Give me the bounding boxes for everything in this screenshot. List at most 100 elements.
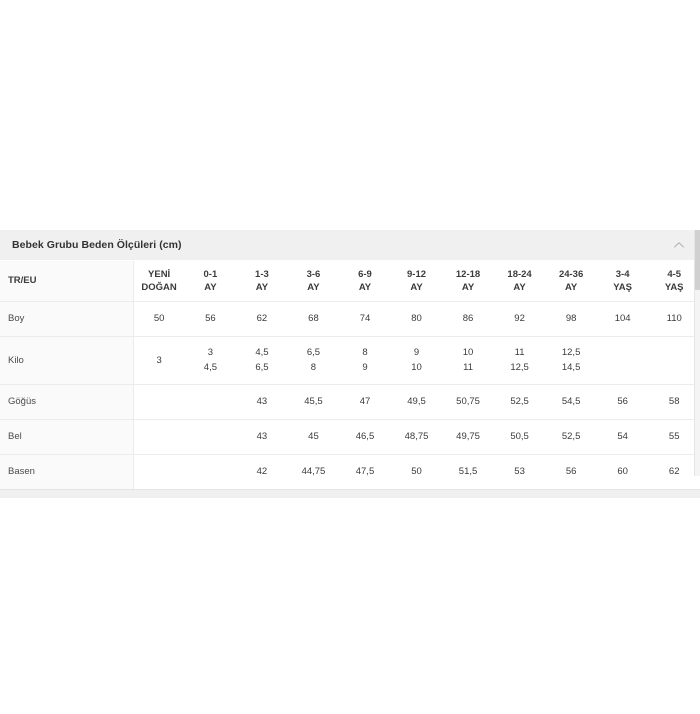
column-header-line2: YAŞ [613, 281, 632, 293]
cell-value: 44,75 [301, 466, 326, 477]
cell-value-max: 14,5 [561, 362, 581, 373]
cell-value-min: 9 [413, 347, 420, 358]
cell-gogus-6: 50,75 [442, 384, 494, 420]
column-header-1: 0-1 AY [184, 261, 237, 302]
cell-value: 45 [308, 431, 319, 442]
cell-value: 62 [256, 313, 268, 324]
cell-value-min: 3 [156, 354, 162, 366]
row-label-kilo: Kilo [0, 336, 134, 385]
cell-boy-0: 50 [133, 301, 185, 337]
cell-value: 110 [666, 313, 682, 324]
column-header-line1: 0-1 [203, 268, 218, 280]
column-header-line2: DOĞAN [141, 281, 177, 293]
size-measurements-table: TR/EU YENİ DOĞAN 0-1 AY 1-3 AY 3-6 AY [0, 261, 700, 490]
cell-value-max: 8 [310, 362, 317, 373]
cell-value: 50 [411, 466, 422, 477]
cell-gogus-1 [184, 384, 237, 420]
column-header-line1: 3-6 [306, 268, 321, 280]
cell-value-max: 10 [411, 362, 422, 373]
cell-kilo-0: 3 [133, 336, 185, 385]
cell-gogus-5: 49,5 [390, 384, 443, 420]
chevron-up-icon [673, 242, 685, 248]
cell-boy-9: 104 [596, 301, 649, 337]
cell-value: 54 [617, 431, 628, 442]
cell-kilo-1: 3 4,5 [184, 336, 237, 385]
cell-value: 47,5 [355, 466, 375, 477]
column-header-10: 4-5 YAŞ [648, 261, 700, 302]
cell-value: 50,5 [510, 431, 529, 442]
cell-kilo-7: 11 12,5 [493, 336, 546, 385]
cell-value: 50,75 [456, 396, 480, 407]
cell-basen-5: 50 [390, 454, 443, 490]
cell-value: 104 [614, 313, 631, 324]
cell-boy-2: 62 [236, 301, 288, 337]
cell-boy-3: 68 [287, 301, 340, 337]
cell-kilo-5: 9 10 [390, 336, 443, 385]
cell-value: 52,5 [561, 431, 581, 442]
cell-value: 45,5 [304, 396, 323, 407]
row-label-header: TR/EU [0, 261, 134, 302]
cell-value-max: 9 [362, 362, 368, 373]
cell-boy-1: 56 [184, 301, 237, 337]
row-label-boy: Boy [0, 301, 134, 337]
cell-boy-5: 80 [390, 301, 443, 337]
cell-value: 58 [668, 396, 680, 407]
cell-value: 98 [565, 313, 577, 324]
cell-basen-2: 42 [236, 454, 288, 490]
column-header-2: 1-3 AY [236, 261, 288, 302]
cell-value: 56 [205, 313, 216, 324]
cell-boy-8: 98 [545, 301, 597, 337]
column-header-line2: AY [410, 281, 423, 293]
cell-bel-9: 54 [596, 419, 649, 455]
table-header-row: TR/EU YENİ DOĞAN 0-1 AY 1-3 AY 3-6 AY [0, 261, 700, 302]
cell-boy-7: 92 [493, 301, 546, 337]
cell-value: 60 [617, 466, 628, 477]
column-header-6: 12-18 AY [442, 261, 494, 302]
cell-value: 53 [514, 466, 525, 477]
cell-value: 92 [514, 313, 525, 324]
panel-header[interactable]: Bebek Grubu Beden Ölçüleri (cm) [0, 230, 700, 261]
cell-value: 51,5 [458, 466, 478, 477]
cell-value: 52,5 [510, 396, 529, 407]
cell-bel-0 [133, 419, 185, 455]
column-header-8: 24-36 AY [545, 261, 597, 302]
vertical-scrollbar[interactable] [694, 230, 700, 476]
cell-value: 43 [256, 431, 268, 442]
cell-value: 56 [617, 396, 628, 407]
cell-gogus-9: 56 [596, 384, 649, 420]
column-header-line1: YENİ [148, 268, 171, 280]
cell-value: 50 [153, 313, 165, 324]
column-header-line2: AY [358, 281, 372, 293]
row-label-basen: Basen [0, 454, 134, 490]
cell-kilo-3: 6,5 8 [287, 336, 340, 385]
cell-value-max: 11 [463, 362, 473, 373]
column-header-line1: 6-9 [358, 268, 372, 280]
cell-gogus-0 [133, 384, 185, 420]
cell-value-min: 3 [207, 347, 214, 358]
panel-footer-strip [0, 489, 700, 498]
cell-boy-6: 86 [442, 301, 494, 337]
column-header-9: 3-4 YAŞ [596, 261, 649, 302]
column-header-line2: AY [564, 281, 578, 293]
column-header-line2: YAŞ [664, 281, 684, 293]
cell-boy-10: 110 [648, 301, 700, 337]
cell-kilo-6: 10 11 [442, 336, 494, 385]
scrollbar-thumb[interactable] [695, 230, 700, 290]
cell-bel-1 [184, 419, 237, 455]
cell-kilo-2: 4,5 6,5 [236, 336, 288, 385]
cell-gogus-10: 58 [648, 384, 700, 420]
cell-bel-10: 55 [648, 419, 700, 455]
cell-value: 46,5 [355, 431, 375, 442]
column-header-line1: 24-36 [558, 268, 584, 280]
column-header-0: YENİ DOĞAN [133, 261, 185, 302]
cell-value: 86 [462, 313, 474, 324]
cell-kilo-8: 12,5 14,5 [545, 336, 597, 385]
column-header-line1: 12-18 [455, 268, 481, 280]
collapse-toggle[interactable] [672, 238, 686, 252]
column-header-line1: 3-4 [615, 268, 630, 280]
cell-value: 62 [668, 466, 680, 477]
cell-value: 43 [256, 396, 268, 407]
cell-gogus-8: 54,5 [545, 384, 597, 420]
column-header-line2: AY [307, 281, 320, 293]
